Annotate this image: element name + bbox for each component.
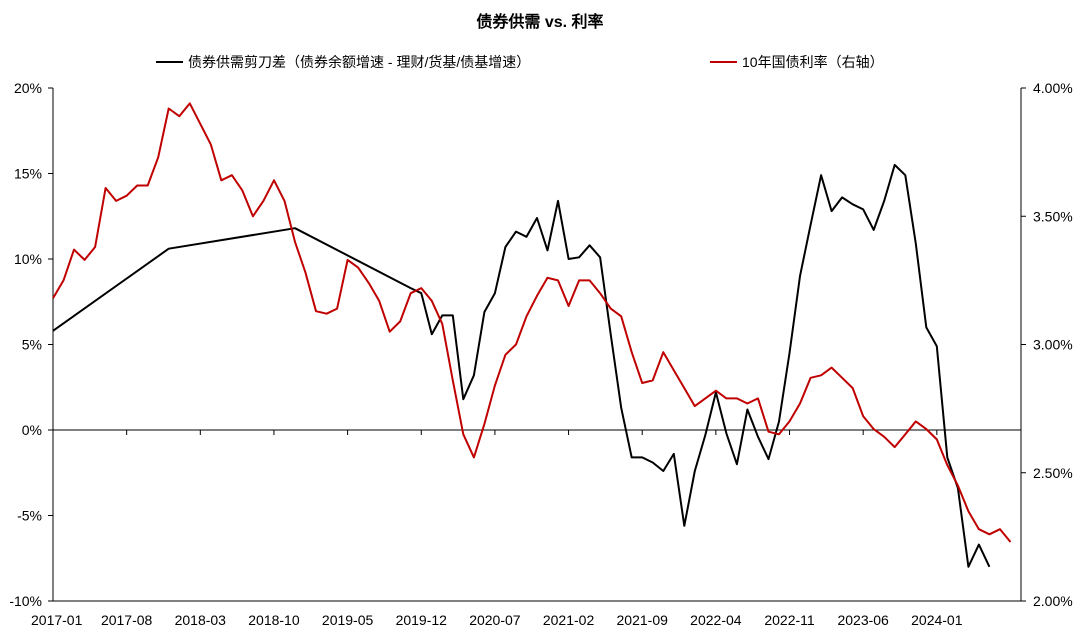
right-tick-label: 3.00% [1033, 337, 1073, 353]
axes: -10% -5% 0% 5% 10% 15% 20% 2.00% 2.50% 3.00% 3.50%… [9, 80, 1072, 628]
left-tick-label: 15% [14, 166, 42, 182]
left-tick-label: 20% [14, 80, 42, 96]
x-tick-label: 2024-01 [911, 612, 963, 628]
x-tick-label: 2023-06 [837, 612, 889, 628]
legend-label-yield: 10年国债利率（右轴） [742, 54, 884, 70]
left-tick-label: -5% [17, 508, 42, 524]
series-line-yield [52, 102, 1012, 543]
right-tick-label: 2.50% [1033, 465, 1073, 481]
x-tick-label: 2021-09 [617, 612, 669, 628]
right-tick-label: 2.00% [1033, 593, 1073, 609]
x-tick-label: 2019-12 [396, 612, 448, 628]
x-tick-label: 2018-03 [175, 612, 227, 628]
x-tick-label: 2022-04 [690, 612, 742, 628]
x-tick-label: 2021-02 [543, 612, 595, 628]
right-tick-label: 3.50% [1033, 208, 1073, 224]
series-lines [52, 102, 1012, 568]
left-tick-label: -10% [9, 593, 42, 609]
left-tick-label: 5% [22, 337, 42, 353]
legend: 债券供需剪刀差（债券余额增速 - 理财/货基/债基增速） 10年国债利率（右轴） [156, 54, 884, 70]
x-tick-label: 2017-08 [101, 612, 153, 628]
x-tick-label: 2017-01 [31, 612, 83, 628]
x-tick-label: 2019-05 [322, 612, 374, 628]
legend-label-scissors: 债券供需剪刀差（债券余额增速 - 理财/货基/债基增速） [188, 54, 530, 70]
left-tick-label: 0% [22, 422, 42, 438]
series-line-scissors [52, 163, 991, 568]
x-tick-label: 2018-10 [248, 612, 300, 628]
left-tick-label: 10% [14, 251, 42, 267]
x-tick-label: 2020-07 [469, 612, 521, 628]
chart-title: 债券供需 vs. 利率 [476, 14, 604, 31]
x-tick-label: 2022-11 [764, 612, 815, 628]
right-tick-label: 4.00% [1033, 80, 1073, 96]
